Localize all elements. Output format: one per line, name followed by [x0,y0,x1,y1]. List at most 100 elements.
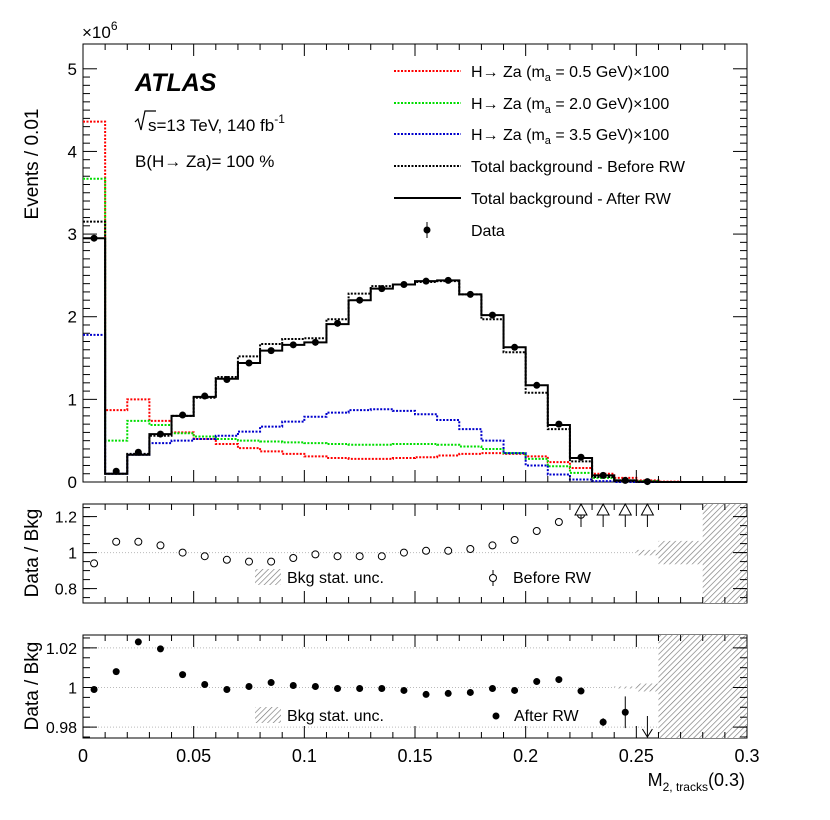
ratio-before-point [554,518,563,526]
ratio-after-point [245,683,253,690]
ratio-before-y-label: Data / Bkg [22,509,43,598]
main-y-tick-label: 1 [68,390,77,409]
legend-text-bkg-before: Total background - Before RW [471,159,686,176]
x-axis-label: M2, tracks(0.3) [648,770,745,794]
ratio-before-point [289,554,298,562]
hist-series-1 [83,177,747,483]
ratio-after-point [422,690,430,698]
ratio-before-legend-marker-text: Before RW [513,570,592,587]
legend-text-data: Data [471,223,505,240]
data-point [334,319,342,327]
ratio-after-overflow-arrow-head [641,728,653,738]
ratio-after-content: 0.98 1 1.02 [46,635,747,738]
ratio-before-content: 0.8 1 1.2 [55,502,747,603]
x-tick-label: 0.25 [619,746,654,766]
ratio-after-point [334,684,342,692]
x-tick-label: 0.15 [397,746,432,766]
ratio-before-y-tick-label: 0.8 [55,582,77,599]
data-point [112,467,120,475]
ratio-after-point [156,645,164,653]
ratio-after-point [201,681,209,689]
ratio-before-point [245,557,253,566]
ratio-before-point [532,527,541,535]
ratio-after-point [289,682,297,690]
ratio-after-point [599,718,607,726]
ratio-before-stat-band [702,504,747,603]
ratio-after-point [466,688,474,696]
x-tick-label: 0.3 [734,746,759,766]
ratio-before-y-tick-label: 1 [68,546,77,563]
ratio-after-y-label: Data / Bkg [22,642,43,731]
ratio-before-point [488,541,497,550]
ratio-before-point [399,548,408,557]
data-point [201,392,209,400]
data-point [555,420,563,428]
x-tick-label: 0.05 [176,746,211,766]
hist-series-3 [83,220,747,483]
data-point [444,276,452,284]
data-point [134,448,142,456]
ratio-after-stat-band [702,635,747,738]
ratio-before-y-tick-label: 1.2 [55,510,77,527]
ratio-before-point [90,559,99,568]
data-point [378,285,386,293]
data-point [179,411,187,419]
ratio-before-stat-band [658,540,703,565]
ratio-before-point [200,552,209,561]
ratio-before-point [355,552,364,561]
data-point [533,381,541,389]
ratio-after-point [223,685,231,693]
ratio-before-point [422,546,431,555]
ratio-after-point [511,686,519,694]
legend-data-marker [423,226,431,234]
ratio-after-legend-band-text: Bkg stat. unc. [287,708,384,725]
ratio-after-point [112,668,120,676]
atlas-label: ATLAS [134,69,217,97]
x-tick-label: 0.2 [513,746,538,766]
main-y-tick-label: 3 [68,225,77,244]
hist-series-2 [83,333,747,483]
ratio-before-point [444,546,453,555]
ratio-after-point [555,676,563,684]
ratio-before-point [377,552,386,561]
ratio-after-legend-marker [492,712,500,720]
main-y-tick-label: 4 [68,142,77,161]
data-point [90,234,98,242]
ratio-after-y-tick-label: 1 [68,680,77,697]
ratio-after-stat-band [658,635,703,738]
data-point [511,343,519,351]
ratio-before-legend-marker [489,574,497,582]
data-point [245,359,253,367]
ratio-after-legend-band [255,707,281,723]
ratio-before-point [466,545,475,553]
branching-ratio-label: B(H→ Za)= 100 % [135,152,274,171]
data-point [621,476,629,484]
data-point [267,347,275,355]
ratio-after-point [621,708,629,716]
ratio-after-point [444,689,452,697]
y-multiplier: ×106 [82,19,118,42]
data-point [599,471,607,479]
legend: H→ Za (ma = 0.5 GeV)×100 H→ Za (ma = 2.0… [394,64,686,240]
legend-text-ma35: H→ Za (ma = 3.5 GeV)×100 [471,127,669,147]
ratio-before-point [222,555,231,564]
ratio-before-point [156,541,165,550]
ratio-after-point [577,687,585,695]
legend-text-ma05: H→ Za (ma = 0.5 GeV)×100 [471,64,669,84]
ratio-after-point [134,638,142,646]
ratio-before-legend-band-text: Bkg stat. unc. [287,570,384,587]
ratio-after-point [356,684,364,692]
ratio-after-stat-band [636,683,659,692]
legend-text-ma20: H→ Za (ma = 2.0 GeV)×100 [471,96,669,116]
x-tick-label: 0 [78,746,88,766]
ratio-after-point [311,683,319,690]
main-y-axis-label: Events / 0.01 [22,109,43,220]
sqrt-icon [134,110,156,131]
ratio-before-legend-band [255,569,281,585]
data-point [422,277,430,285]
ratio-after-y-tick-label: 0.98 [46,720,77,737]
ratio-after-point [267,679,275,687]
ratio-after-stat-band [614,686,637,689]
ratio-before-overflow-arrow-head [574,502,588,516]
ratio-before-point [311,550,320,559]
